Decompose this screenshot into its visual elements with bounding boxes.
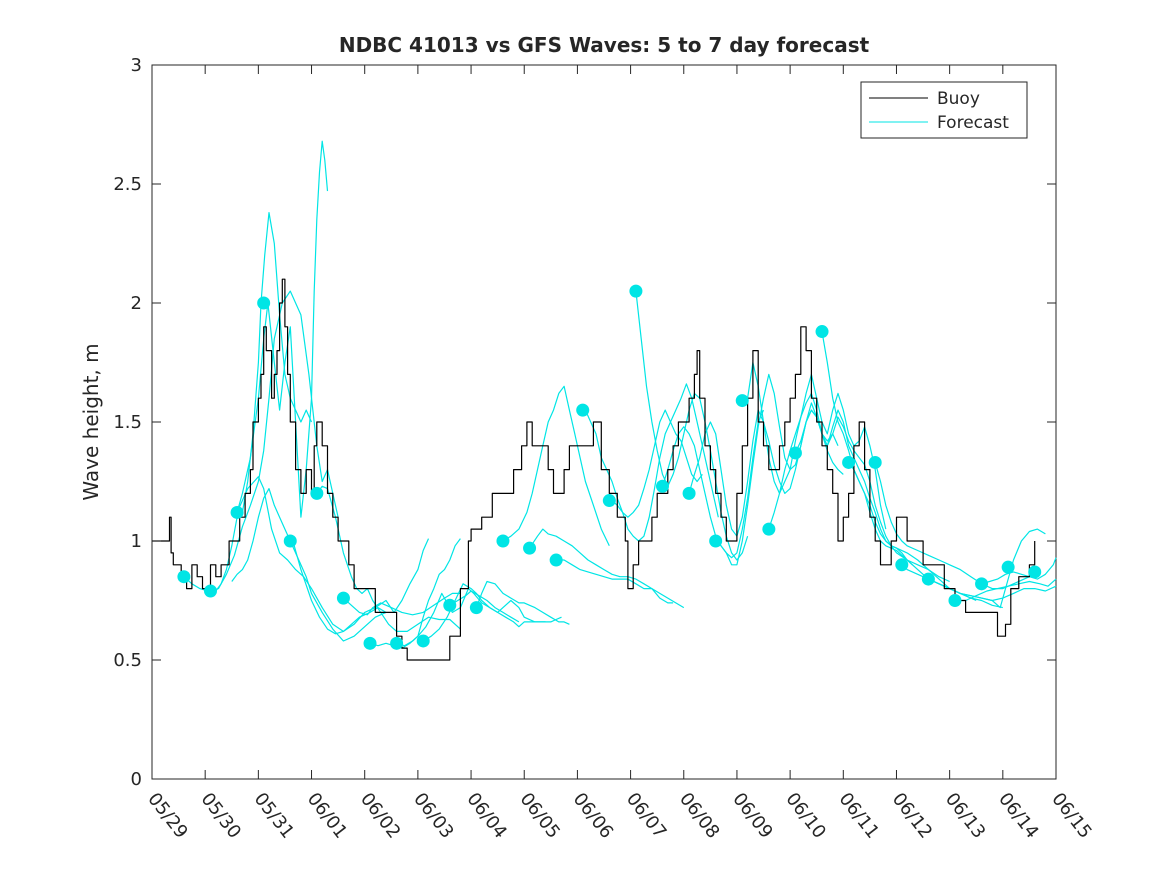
forecast-marker <box>868 455 882 469</box>
forecast-marker <box>523 541 537 555</box>
y-axis: 0 0.5 1 1.5 2 2.5 3 <box>113 55 1056 790</box>
forecast-series-line <box>661 409 765 559</box>
forecast-series-line <box>502 385 610 547</box>
forecast-marker <box>496 534 510 548</box>
forecast-marker <box>416 634 430 648</box>
forecast-marker <box>975 577 989 591</box>
forecast-marker <box>842 455 856 469</box>
forecast-marker <box>1001 560 1015 574</box>
forecast-marker <box>682 486 696 500</box>
forecast-marker <box>230 505 244 519</box>
forecast-markers <box>177 284 1042 650</box>
y-tick-label: 2 <box>131 293 142 314</box>
y-tick-label: 0.5 <box>113 650 142 671</box>
forecast-series-line <box>848 462 1003 609</box>
legend-buoy-label: Buoy <box>937 89 980 109</box>
y-tick-label: 0 <box>131 769 142 790</box>
forecast-series-line <box>584 383 719 542</box>
forecast-marker <box>203 584 217 598</box>
y-tick-label: 1.5 <box>113 412 142 433</box>
forecast-marker <box>921 572 935 586</box>
y-tick-label: 1 <box>131 531 142 552</box>
forecast-marker <box>788 446 802 460</box>
forecast-series-line <box>529 528 674 604</box>
forecast-series-line <box>981 557 1057 585</box>
forecast-marker <box>257 296 271 310</box>
y-tick-label: 3 <box>131 55 142 76</box>
forecast-marker <box>469 601 483 615</box>
forecast-marker <box>602 494 616 508</box>
legend-box <box>860 81 1028 139</box>
forecast-series-line <box>422 583 562 642</box>
forecast-series-line <box>955 578 1057 602</box>
forecast-series-line <box>449 590 520 623</box>
forecast-marker <box>177 570 191 584</box>
forecast-series-line <box>635 291 749 561</box>
forecast-marker <box>576 403 590 417</box>
legend: Buoy Forecast <box>860 81 1028 139</box>
forecast-marker <box>629 284 643 298</box>
forecast-series-line <box>874 462 1030 590</box>
forecast-marker <box>336 591 350 605</box>
forecast-marker <box>815 325 829 339</box>
forecast-series-line <box>236 476 430 632</box>
y-axis-label: Wave height, m <box>79 343 103 500</box>
forecast-series-line <box>342 592 461 616</box>
forecast-series-line <box>742 361 887 530</box>
forecast-marker <box>895 558 909 572</box>
legend-forecast-label: Forecast <box>937 113 1009 133</box>
forecast-series-line <box>396 538 461 647</box>
forecast-marker <box>283 534 297 548</box>
forecast-series-line <box>210 290 339 592</box>
forecast-marker <box>363 636 377 650</box>
forecast-marker <box>655 479 669 493</box>
buoy-line <box>152 278 1036 661</box>
forecast-marker <box>310 486 324 500</box>
forecast-series-line <box>292 540 387 635</box>
forecast-marker <box>735 394 749 408</box>
buoy-series-line <box>152 278 1036 661</box>
plot-area <box>151 64 1057 780</box>
forecast-series-line <box>475 580 570 625</box>
chart-title: NDBC 41013 vs GFS Waves: 5 to 7 day fore… <box>339 33 870 57</box>
forecast-series-line <box>611 409 703 518</box>
y-tick-label: 2.5 <box>113 174 142 195</box>
axes-box <box>151 64 1057 780</box>
forecast-marker <box>390 636 404 650</box>
forecast-marker <box>549 553 563 567</box>
forecast-marker <box>1028 565 1042 579</box>
forecast-marker <box>443 598 457 612</box>
forecast-marker <box>762 522 776 536</box>
forecast-series-line <box>556 559 685 609</box>
forecast-series-line <box>236 140 329 518</box>
forecast-marker <box>948 594 962 607</box>
forecast-marker <box>709 534 723 548</box>
